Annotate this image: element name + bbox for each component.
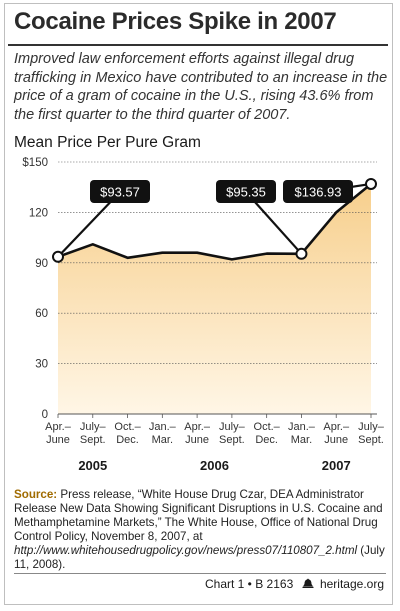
x-tick-label: Oct.– <box>114 421 141 433</box>
y-tick-label: 60 <box>35 308 48 320</box>
x-tick-label: July– <box>219 421 246 433</box>
x-tick-label: Sept. <box>80 434 106 446</box>
x-tick-label: Sept. <box>219 434 245 446</box>
x-tick-label: Apr.– <box>184 421 211 433</box>
liberty-bell-icon <box>302 578 314 588</box>
chart-title: Cocaine Prices Spike in 2007 <box>14 8 337 35</box>
footer: Chart 1 • B 2163 heritage.org <box>205 577 384 591</box>
series-line <box>57 182 372 261</box>
y-tick-label: 90 <box>35 258 48 270</box>
x-tick-label: Jan.– <box>288 421 316 433</box>
x-tick-label: July– <box>358 421 385 433</box>
y-tick-label: 120 <box>29 207 48 219</box>
chart-id: Chart 1 • B 2163 <box>205 577 294 591</box>
x-tick-label: Sept. <box>358 434 384 446</box>
price-chart: $150 120 90 60 30 0 $93.57 $95.35 $136.93 Apr.–… <box>22 157 385 473</box>
annotation-box <box>216 180 276 203</box>
y-tick-label: 0 <box>42 409 48 421</box>
y-tick-label: 30 <box>35 359 48 371</box>
y-tick-label: $150 <box>22 157 48 169</box>
x-tick-label: Oct.– <box>254 421 281 433</box>
year-label: 2007 <box>322 458 351 473</box>
x-tick-label: Apr.– <box>45 421 72 433</box>
x-tick-label: Mar. <box>291 434 312 446</box>
x-tick-label: Dec. <box>116 434 139 446</box>
chart-subtitle: Improved law enforcement efforts against… <box>14 51 388 123</box>
x-tick-label: July– <box>80 421 107 433</box>
annotation-label: $136.93 <box>295 185 342 200</box>
source-note: Source: Press release, “White House Drug… <box>14 488 388 572</box>
annotation-label: $93.57 <box>100 185 140 200</box>
annotation-box <box>283 180 353 203</box>
annotation-marker <box>52 250 64 263</box>
area-fill <box>58 184 371 414</box>
x-tick-label: Dec. <box>255 434 278 446</box>
annotation-label: $95.35 <box>226 185 266 200</box>
title-divider <box>8 44 388 46</box>
x-tick-label: Mar. <box>152 434 173 446</box>
annotation-box <box>90 180 150 203</box>
y-axis-label: Mean Price Per Pure Gram <box>14 134 201 151</box>
annotation-marker <box>365 177 377 190</box>
annotation-marker <box>295 247 308 260</box>
source-label: Source: <box>14 488 58 501</box>
source-url[interactable]: http://www.whitehousedrugpolicy.gov/news… <box>14 544 358 557</box>
year-label: 2005 <box>78 458 107 473</box>
footer-divider <box>14 573 386 574</box>
source-text: Press release, “White House Drug Czar, D… <box>14 488 383 543</box>
site-name[interactable]: heritage.org <box>319 577 384 591</box>
x-tick-label: Apr.– <box>323 421 350 433</box>
year-label: 2006 <box>200 458 229 473</box>
x-tick-label: June <box>185 434 209 446</box>
source-tail: (July 11, 2008). <box>14 544 385 571</box>
x-tick-label: June <box>46 434 70 446</box>
x-tick-label: June <box>324 434 348 446</box>
x-tick-label: Jan.– <box>149 421 177 433</box>
